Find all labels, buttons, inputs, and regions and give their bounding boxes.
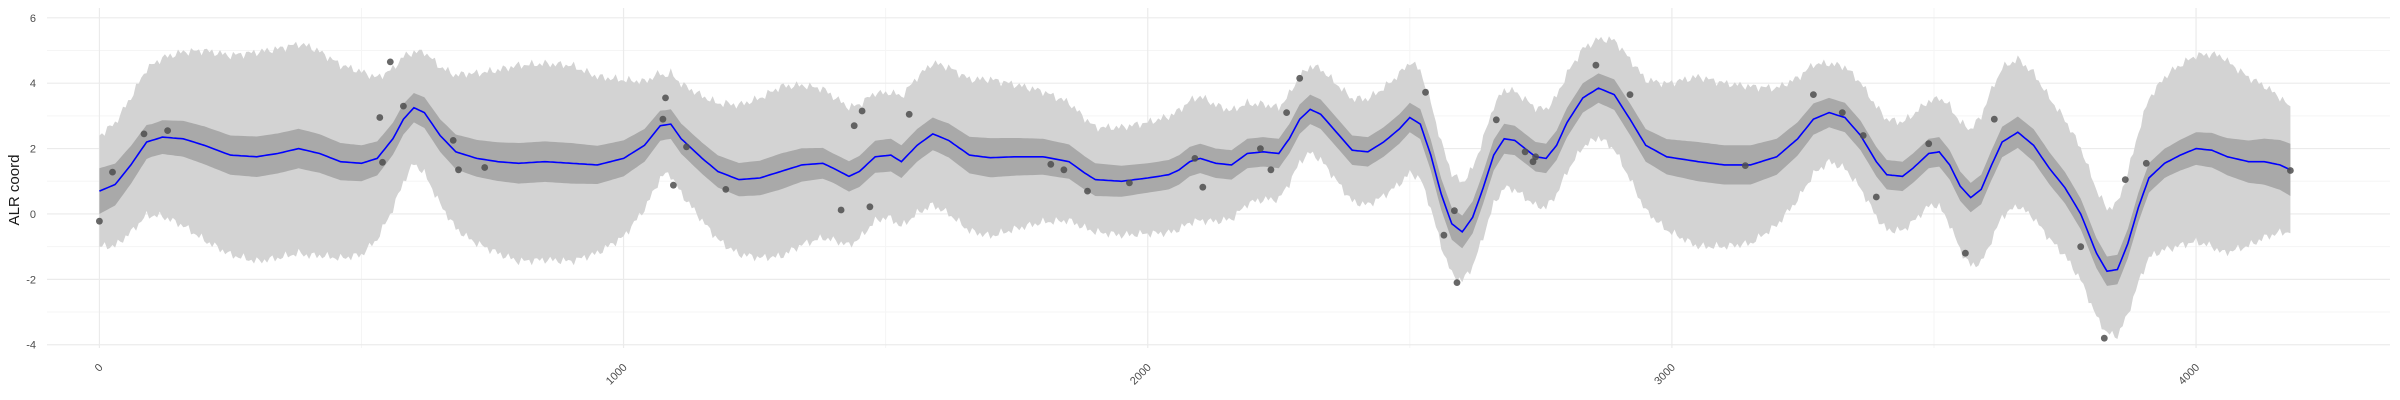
data-point [1047, 160, 1055, 168]
data-point [2121, 176, 2129, 184]
data-point [670, 181, 677, 189]
data-point [1440, 231, 1448, 239]
data-point [1521, 148, 1529, 156]
y-tick-label: -4 [26, 340, 36, 352]
data-point [1422, 88, 1429, 96]
data-point [481, 164, 489, 171]
y-axis-title: ALR coord [6, 155, 23, 226]
data-point [140, 130, 148, 138]
y-tick-label: 2 [30, 144, 36, 156]
data-point [109, 168, 116, 176]
data-point [1859, 132, 1867, 139]
data-point [1451, 207, 1458, 215]
data-point [1283, 109, 1290, 116]
observed-points [96, 58, 2294, 342]
data-point [683, 143, 690, 151]
data-point [1453, 279, 1461, 286]
data-point [1810, 91, 1817, 98]
data-point [1532, 153, 1539, 161]
y-tick-label: 0 [30, 209, 36, 221]
data-point [1257, 145, 1264, 153]
data-point [1084, 187, 1091, 195]
data-point [386, 58, 394, 66]
data-point [1626, 91, 1634, 98]
data-point [837, 206, 845, 214]
data-point [400, 102, 407, 110]
y-tick-label: -2 [26, 274, 36, 286]
data-point [850, 122, 858, 130]
data-point [722, 186, 730, 193]
data-point [1296, 74, 1304, 82]
data-point [1267, 166, 1275, 174]
data-point [1199, 183, 1207, 191]
data-point [1741, 162, 1749, 170]
data-point [1872, 193, 1880, 201]
data-point [449, 137, 457, 144]
data-point [1126, 179, 1133, 187]
data-point [1191, 155, 1199, 162]
data-point [2077, 243, 2085, 251]
data-point [164, 127, 172, 134]
data-point [1492, 116, 1500, 124]
confidence-bands [99, 36, 2291, 340]
inner-credible-band [99, 73, 2291, 286]
data-point [379, 158, 386, 166]
y-tick-label: 6 [30, 13, 36, 25]
data-point [866, 203, 874, 211]
data-point [1925, 140, 1933, 148]
data-point [1838, 109, 1846, 116]
data-point [1060, 166, 1068, 174]
data-point [858, 107, 866, 115]
data-point [455, 166, 462, 174]
data-point [1592, 61, 1600, 69]
y-tick-label: 4 [30, 78, 36, 90]
data-point [376, 114, 384, 121]
data-point [659, 115, 667, 123]
data-point [905, 110, 913, 118]
data-point [1990, 115, 1998, 123]
data-point [96, 217, 103, 225]
data-point [2100, 334, 2108, 342]
data-point [2287, 167, 2294, 174]
outer-credible-band [99, 36, 2291, 340]
data-point [1962, 249, 1969, 257]
data-point [2142, 159, 2150, 167]
y-axis-tick-labels: -4 -2 0 2 4 6 [26, 13, 36, 352]
data-point [662, 94, 669, 102]
